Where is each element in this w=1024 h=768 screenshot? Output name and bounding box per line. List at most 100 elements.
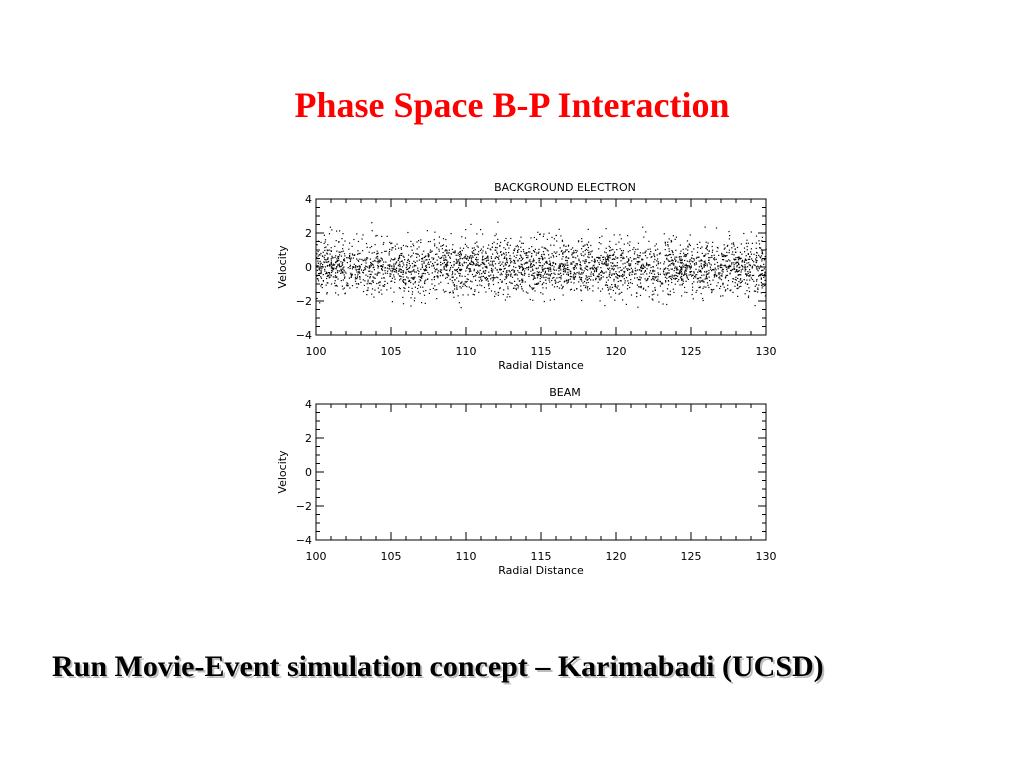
- scatter-point: [646, 279, 648, 281]
- scatter-point: [565, 280, 567, 282]
- scatter-point: [528, 260, 530, 262]
- scatter-point: [530, 274, 533, 276]
- scatter-point: [688, 265, 690, 267]
- scatter-point: [514, 248, 516, 250]
- scatter-point: [493, 260, 495, 262]
- scatter-point: [477, 261, 479, 264]
- scatter-point: [671, 276, 673, 278]
- scatter-point: [499, 244, 501, 247]
- scatter-point: [708, 272, 710, 274]
- scatter-point: [726, 245, 728, 247]
- scatter-point: [563, 251, 565, 253]
- scatter-point: [493, 277, 495, 279]
- scatter-point: [579, 267, 581, 269]
- scatter-point: [408, 290, 410, 292]
- scatter-point: [683, 252, 685, 254]
- scatter-point: [317, 240, 319, 242]
- scatter-point: [666, 273, 668, 275]
- scatter-point: [719, 276, 721, 278]
- scatter-point: [439, 270, 441, 273]
- scatter-point: [728, 265, 731, 267]
- scatter-point: [387, 270, 389, 272]
- scatter-point: [615, 265, 617, 267]
- scatter-point: [454, 288, 456, 290]
- scatter-point: [588, 241, 590, 243]
- scatter-point: [498, 255, 500, 257]
- scatter-point: [675, 275, 677, 277]
- scatter-point: [676, 256, 678, 258]
- scatter-point: [759, 275, 761, 277]
- scatter-point: [323, 261, 325, 263]
- scatter-point: [376, 274, 378, 276]
- scatter-point: [425, 279, 427, 281]
- scatter-point: [570, 263, 572, 265]
- scatter-point: [582, 272, 584, 274]
- scatter-point: [350, 259, 352, 261]
- scatter-point: [458, 260, 460, 262]
- scatter-point: [351, 275, 353, 277]
- scatter-point: [434, 285, 436, 287]
- scatter-point: [714, 259, 716, 261]
- y-tick-label: 2: [305, 227, 312, 240]
- scatter-point: [725, 274, 727, 277]
- scatter-point: [760, 257, 762, 259]
- scatter-point: [749, 279, 751, 281]
- scatter-point: [721, 252, 723, 254]
- scatter-point: [579, 261, 581, 263]
- scatter-point: [622, 299, 624, 301]
- scatter-point: [665, 272, 667, 274]
- scatter-point: [747, 295, 750, 297]
- scatter-point: [470, 255, 472, 257]
- scatter-point: [541, 276, 543, 278]
- scatter-point: [392, 259, 395, 261]
- scatter-point: [668, 294, 670, 296]
- scatter-point: [349, 266, 351, 268]
- scatter-point: [744, 282, 747, 284]
- scatter-point: [391, 242, 393, 244]
- scatter-point: [481, 261, 483, 263]
- scatter-point: [737, 261, 739, 263]
- scatter-point: [604, 257, 606, 259]
- scatter-point: [339, 230, 341, 232]
- scatter-point: [674, 256, 676, 258]
- scatter-point: [377, 252, 379, 254]
- scatter-point: [700, 270, 702, 272]
- scatter-point: [465, 270, 467, 272]
- scatter-point: [711, 255, 713, 257]
- scatter-point: [459, 251, 461, 253]
- scatter-point: [482, 275, 485, 277]
- scatter-point: [686, 275, 688, 277]
- scatter-point: [505, 248, 507, 250]
- scatter-point: [425, 265, 427, 267]
- scatter-point: [530, 270, 532, 272]
- scatter-point: [635, 273, 637, 275]
- scatter-point: [496, 243, 498, 245]
- scatter-point: [708, 261, 710, 264]
- scatter-point: [535, 262, 537, 264]
- scatter-point: [717, 265, 719, 267]
- scatter-point: [579, 277, 581, 279]
- scatter-point: [445, 245, 447, 247]
- scatter-point: [666, 288, 669, 290]
- scatter-point: [318, 262, 320, 264]
- scatter-point: [694, 264, 696, 266]
- scatter-point: [609, 254, 611, 257]
- scatter-point: [468, 268, 470, 270]
- scatter-point: [700, 271, 702, 273]
- scatter-point: [640, 273, 642, 275]
- scatter-point: [420, 241, 422, 244]
- scatter-point: [362, 260, 364, 262]
- scatter-point: [582, 260, 584, 262]
- scatter-point: [761, 287, 763, 289]
- scatter-point: [491, 243, 494, 245]
- scatter-point: [441, 245, 443, 247]
- scatter-point: [602, 256, 604, 258]
- scatter-point: [699, 271, 702, 273]
- scatter-point: [721, 255, 723, 257]
- scatter-point: [654, 287, 656, 289]
- scatter-point: [743, 260, 745, 262]
- scatter-point: [379, 284, 381, 286]
- scatter-point: [584, 259, 586, 261]
- scatter-point: [366, 258, 368, 260]
- scatter-point: [751, 274, 753, 277]
